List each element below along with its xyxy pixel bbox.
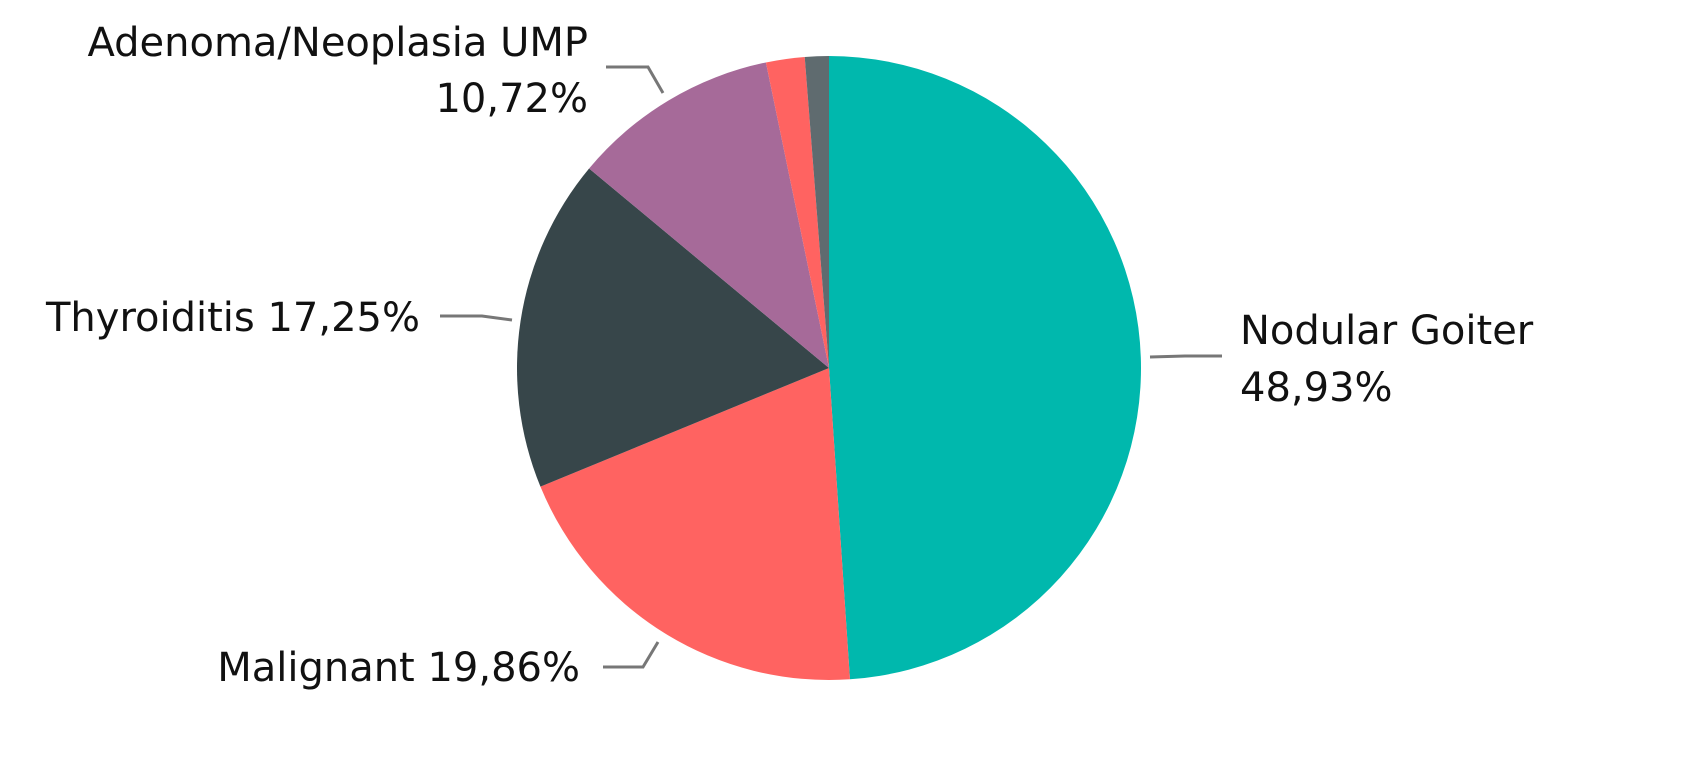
leader-line bbox=[603, 641, 660, 669]
pie bbox=[517, 56, 1141, 680]
value-label: 19,86% bbox=[427, 645, 580, 691]
slice-label: Thyroiditis 17,25% bbox=[45, 295, 420, 341]
leader-line bbox=[1149, 354, 1222, 359]
value-label: 17,25% bbox=[267, 295, 420, 341]
category-label: Thyroiditis bbox=[45, 295, 255, 341]
pie-slice bbox=[540, 368, 850, 680]
pie-slice bbox=[804, 56, 829, 368]
leader-line bbox=[440, 314, 513, 322]
value-label: 48,93% bbox=[1240, 365, 1393, 411]
pie-slice bbox=[765, 56, 829, 368]
pie-slice bbox=[589, 62, 829, 369]
category-label: Malignant bbox=[217, 645, 415, 691]
slice-label: Nodular Goiter bbox=[1240, 308, 1534, 354]
pie-slice bbox=[517, 168, 829, 487]
leader-line bbox=[606, 65, 665, 94]
value-label: 10,72% bbox=[435, 76, 588, 122]
slice-label: Adenoma/Neoplasia UMP bbox=[87, 20, 588, 66]
pie-slice bbox=[829, 56, 1141, 680]
slice-label: Malignant 19,86% bbox=[217, 645, 580, 691]
